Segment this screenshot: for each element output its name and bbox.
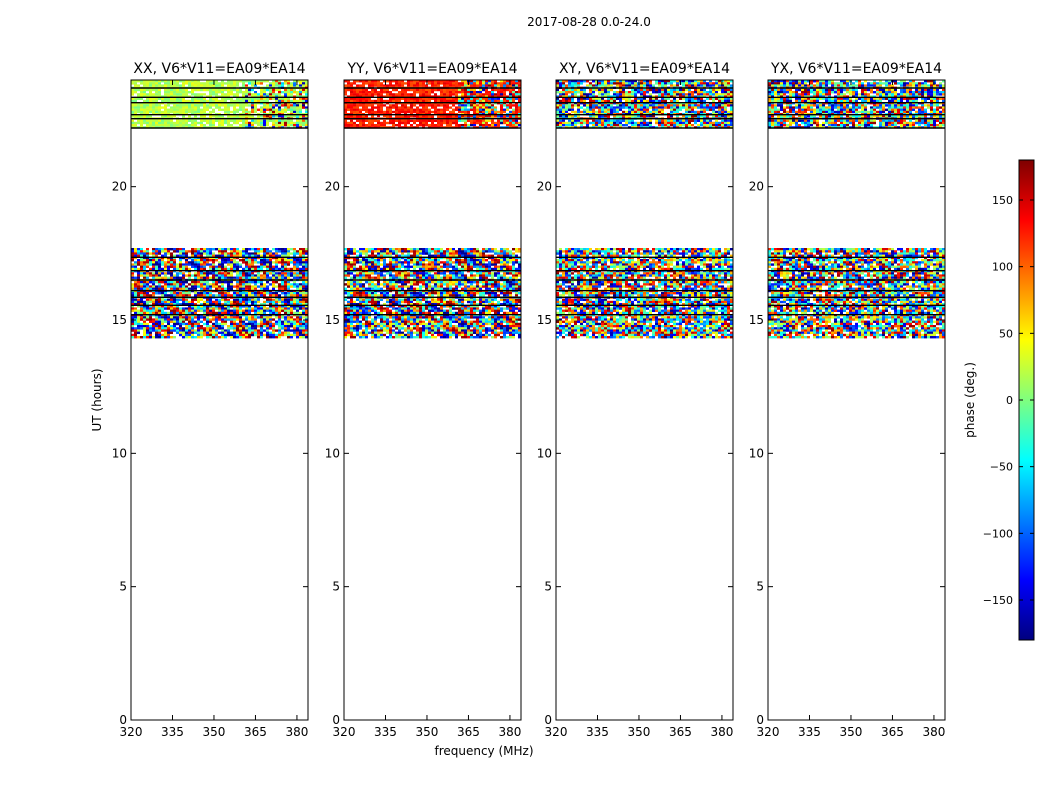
x-tick-label: 335 <box>798 725 821 739</box>
y-tick-label: 5 <box>119 580 127 594</box>
y-tick-label: 10 <box>325 446 340 460</box>
x-tick-label: 365 <box>457 725 480 739</box>
y-tick-label: 0 <box>544 713 552 727</box>
y-tick-label: 20 <box>537 180 552 194</box>
panel-frame <box>555 79 734 721</box>
colorbar-tick-label: 150 <box>992 194 1013 207</box>
panel-yy: YY, V6*V11=EA09*EA14 320 335 350 365 380 0 5 10 1… <box>325 61 522 739</box>
y-tick-label: 5 <box>544 580 552 594</box>
x-tick-label: 380 <box>498 725 521 739</box>
panel-title: YX, V6*V11=EA09*EA14 <box>770 61 942 77</box>
x-tick-label: 335 <box>586 725 609 739</box>
panels: XX, V6*V11=EA09*EA14 320 335 350 365 380 0 5 10 1… <box>112 61 946 739</box>
x-tick-label: 350 <box>628 725 651 739</box>
colorbar-tick-label: 0 <box>1006 394 1013 407</box>
y-tick-label: 15 <box>749 313 764 327</box>
colorbar-tick-label: −100 <box>983 527 1013 540</box>
y-tick-label: 10 <box>112 446 127 460</box>
x-axis-label: frequency (MHz) <box>434 744 533 758</box>
colorbar-tick-label: −50 <box>990 461 1013 474</box>
colorbar-tick-label: 50 <box>999 327 1013 340</box>
x-tick-label: 320 <box>120 725 143 739</box>
y-tick-label: 10 <box>537 446 552 460</box>
x-tick-label: 320 <box>333 725 356 739</box>
colorbar-label: phase (deg.) <box>963 362 977 438</box>
panel-title: XX, V6*V11=EA09*EA14 <box>133 61 305 77</box>
y-tick-label: 20 <box>749 180 764 194</box>
x-tick-label: 335 <box>161 725 184 739</box>
x-tick-label: 350 <box>416 725 439 739</box>
y-tick-label: 20 <box>325 180 340 194</box>
x-tick-label: 365 <box>881 725 904 739</box>
colorbar-tick-label: −150 <box>983 594 1013 607</box>
panel-title: XY, V6*V11=EA09*EA14 <box>559 61 730 77</box>
x-tick-label: 320 <box>545 725 568 739</box>
x-tick-label: 380 <box>922 725 945 739</box>
x-tick-label: 365 <box>669 725 692 739</box>
figure-suptitle: 2017-08-28 0.0-24.0 <box>527 15 651 29</box>
y-tick-label: 15 <box>537 313 552 327</box>
y-tick-label: 20 <box>112 180 127 194</box>
x-tick-label: 335 <box>374 725 397 739</box>
colorbar-ticks: 150 100 50 0 −50 −100 −150 <box>983 194 1034 607</box>
panel-xy: XY, V6*V11=EA09*EA14 320 335 350 365 380 0 5 10 1… <box>537 61 734 739</box>
x-tick-label: 380 <box>710 725 733 739</box>
y-tick-label: 15 <box>325 313 340 327</box>
panel-frame <box>767 79 946 721</box>
colorbar-tick-label: 100 <box>992 261 1013 274</box>
panel-frame <box>343 79 522 721</box>
y-tick-label: 0 <box>332 713 340 727</box>
panel-title: YY, V6*V11=EA09*EA14 <box>346 61 517 77</box>
x-tick-label: 380 <box>285 725 308 739</box>
panel-xx: XX, V6*V11=EA09*EA14 320 335 350 365 380 0 5 10 1… <box>112 61 309 739</box>
x-tick-label: 350 <box>203 725 226 739</box>
x-tick-label: 365 <box>244 725 267 739</box>
y-tick-label: 5 <box>332 580 340 594</box>
y-tick-label: 5 <box>756 580 764 594</box>
y-tick-label: 0 <box>756 713 764 727</box>
x-tick-label: 350 <box>840 725 863 739</box>
x-tick-label: 320 <box>757 725 780 739</box>
y-tick-label: 10 <box>749 446 764 460</box>
colorbar: 150 100 50 0 −50 −100 −150 phase (deg.) <box>963 159 1035 641</box>
y-tick-label: 15 <box>112 313 127 327</box>
panel-frame <box>130 79 309 721</box>
panel-yx: YX, V6*V11=EA09*EA14 320 335 350 365 380 0 5 10 1… <box>749 61 946 739</box>
y-tick-label: 0 <box>119 713 127 727</box>
y-axis-label: UT (hours) <box>90 368 104 431</box>
